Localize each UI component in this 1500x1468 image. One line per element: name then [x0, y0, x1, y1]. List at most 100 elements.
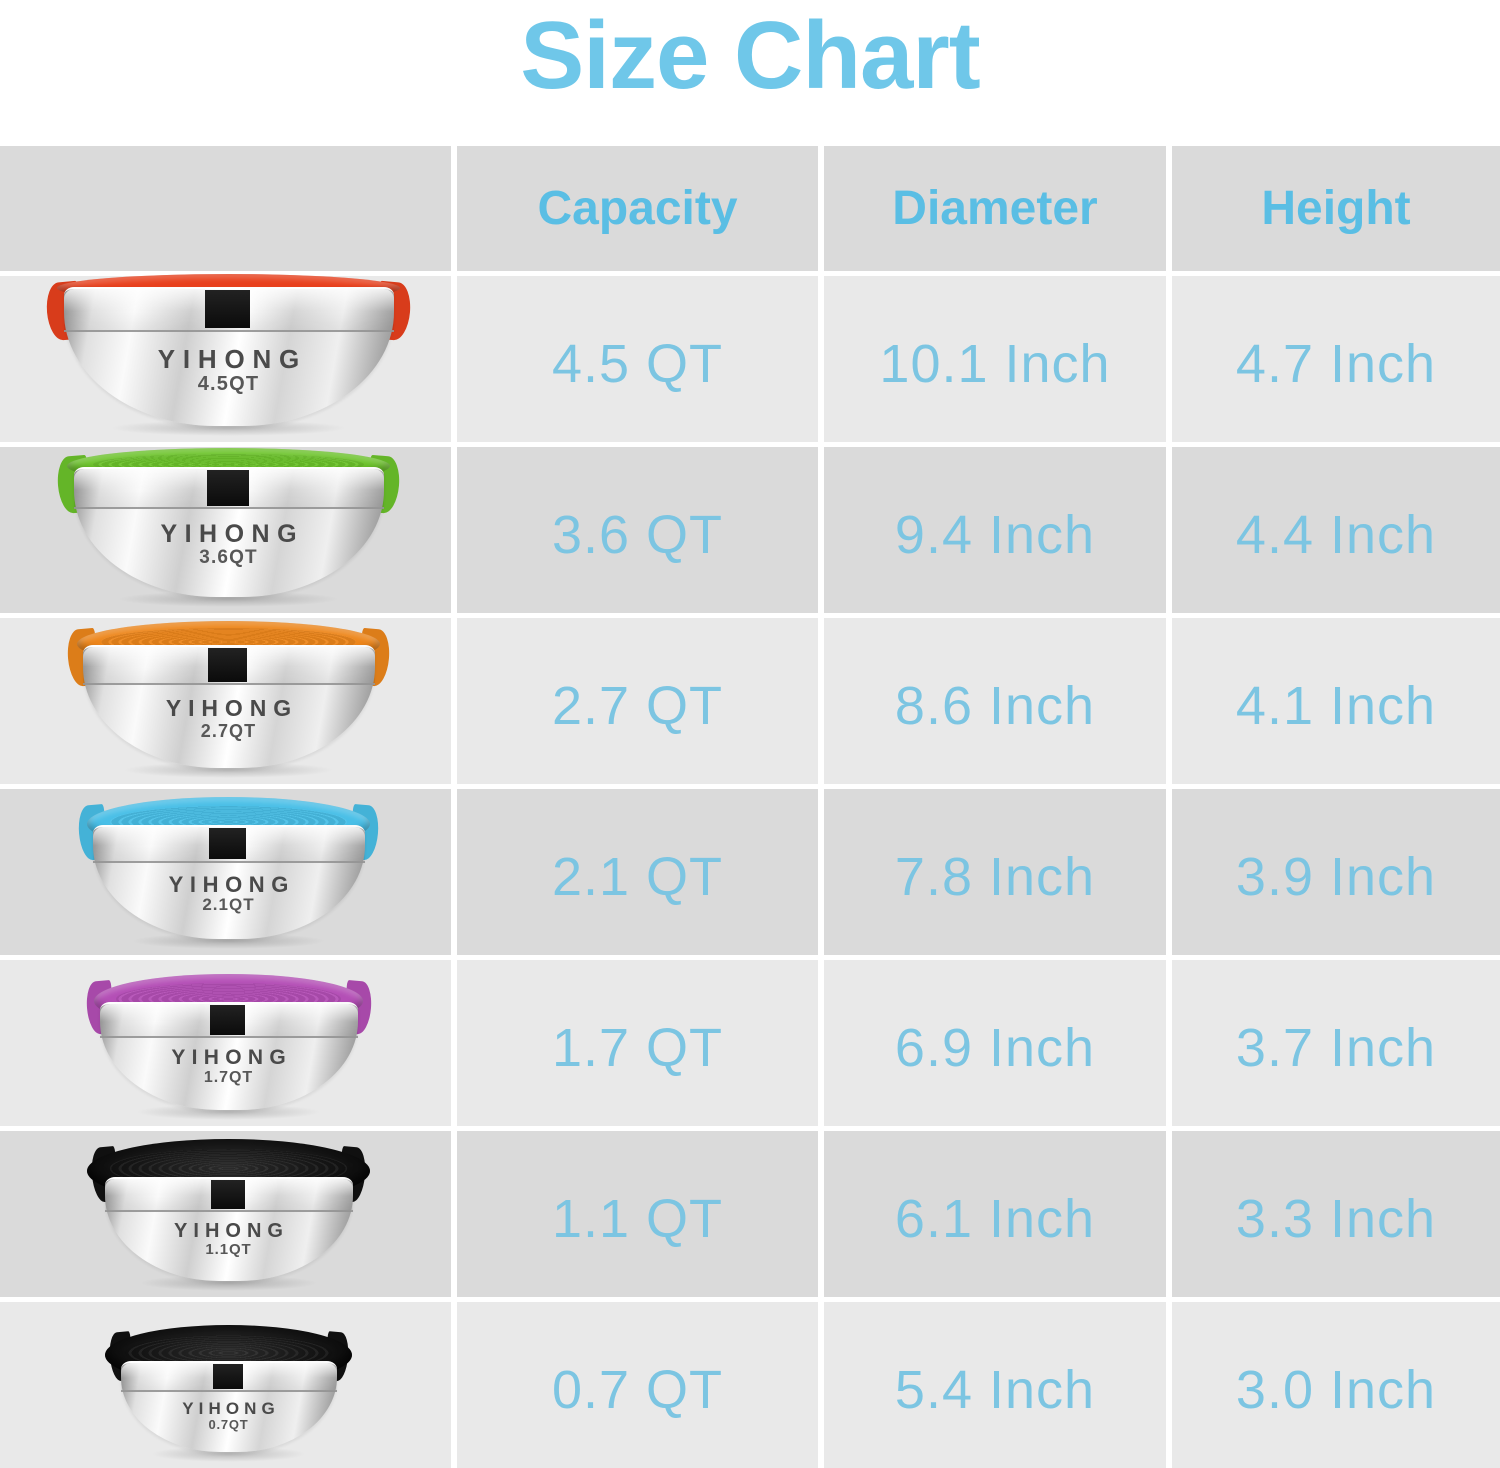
diameter-cell: 6.9 Inch	[824, 960, 1166, 1126]
diameter-value: 5.4 Inch	[894, 1360, 1096, 1420]
capacity-cell: 1.1 QT	[457, 1131, 818, 1297]
diameter-value: 6.1 Inch	[894, 1189, 1096, 1249]
bowl-illustration: YIHONG 1.7QT	[84, 974, 373, 1120]
header-cell-capacity: Capacity	[457, 146, 818, 271]
bowl-reflection	[205, 290, 250, 329]
diameter-value: 7.8 Inch	[894, 847, 1096, 907]
height-cell: 3.7 Inch	[1172, 960, 1500, 1126]
diameter-cell: 6.1 Inch	[824, 1131, 1166, 1297]
diameter-value: 9.4 Inch	[894, 505, 1096, 565]
bowl-brand-text: YIHONG	[165, 695, 299, 722]
height-value: 4.4 Inch	[1235, 505, 1437, 565]
bowl-brand-text: YIHONG	[174, 1219, 289, 1242]
bowl-image-3.6qt: YIHONG 3.6QT	[0, 447, 451, 613]
capacity-value: 2.1 QT	[551, 847, 724, 907]
diameter-cell: 8.6 Inch	[824, 618, 1166, 784]
bowl-brand-text: YIHONG	[160, 520, 305, 549]
bowl-image-2.7qt: YIHONG 2.7QT	[0, 618, 451, 784]
bowl-body: YIHONG 3.6QT	[73, 467, 384, 597]
header-cell-image	[0, 146, 451, 271]
bowl-brand-text: YIHONG	[182, 1398, 280, 1418]
bowl-size-text: 1.7QT	[203, 1068, 254, 1086]
height-cell: 4.4 Inch	[1172, 447, 1500, 613]
bowl-image-2.1qt: YIHONG 2.1QT	[0, 789, 451, 955]
bowl-image-4.5qt: YIHONG 4.5QT	[0, 274, 451, 442]
bowl-size-text: 4.5QT	[197, 372, 260, 395]
header-label-capacity: Capacity	[537, 182, 738, 235]
capacity-cell: 0.7 QT	[457, 1302, 818, 1468]
height-value: 3.9 Inch	[1235, 847, 1437, 907]
height-value: 3.3 Inch	[1235, 1189, 1437, 1249]
bowl-image-1.1qt: YIHONG 1.1QT	[0, 1131, 451, 1297]
capacity-value: 2.7 QT	[551, 676, 724, 736]
bowl-brand-text: YIHONG	[157, 343, 308, 374]
bowl-size-text: 0.7QT	[208, 1417, 249, 1433]
height-value: 4.1 Inch	[1235, 676, 1437, 736]
height-cell: 4.1 Inch	[1172, 618, 1500, 784]
bowl-body: YIHONG 2.1QT	[92, 825, 365, 939]
diameter-cell: 5.4 Inch	[824, 1302, 1166, 1468]
bowl-body: YIHONG 0.7QT	[120, 1361, 337, 1452]
capacity-cell: 4.5 QT	[457, 276, 818, 442]
bowl-size-text: 3.6QT	[199, 547, 258, 569]
bowl-shadow	[150, 1446, 307, 1462]
diameter-value: 10.1 Inch	[879, 334, 1111, 394]
diameter-value: 8.6 Inch	[894, 676, 1096, 736]
bowl-brand-text: YIHONG	[168, 871, 295, 897]
bowl-illustration: YIHONG 2.7QT	[65, 621, 392, 778]
header-label-height: Height	[1261, 182, 1411, 235]
diameter-cell: 7.8 Inch	[824, 789, 1166, 955]
capacity-value: 0.7 QT	[551, 1360, 724, 1420]
bowl-shadow	[116, 591, 341, 607]
capacity-cell: 1.7 QT	[457, 960, 818, 1126]
height-cell: 3.3 Inch	[1172, 1131, 1500, 1297]
header-cell-height: Height	[1172, 146, 1500, 271]
height-value: 3.0 Inch	[1235, 1360, 1437, 1420]
height-cell: 4.7 Inch	[1172, 276, 1500, 442]
bowl-reflection	[206, 470, 249, 506]
bowl-body: YIHONG 2.7QT	[82, 645, 375, 768]
bowl-shadow	[109, 420, 348, 436]
bowl-shadow	[130, 933, 327, 949]
bowl-body: YIHONG 1.1QT	[104, 1177, 353, 1281]
height-cell: 3.9 Inch	[1172, 789, 1500, 955]
capacity-value: 1.7 QT	[551, 1018, 724, 1078]
bowl-illustration: YIHONG 4.5QT	[44, 274, 413, 436]
bowl-size-text: 2.1QT	[202, 895, 255, 915]
page-title: Size Chart	[520, 2, 980, 109]
diameter-value: 6.9 Inch	[894, 1018, 1096, 1078]
bowl-size-text: 1.1QT	[205, 1241, 252, 1259]
capacity-cell: 3.6 QT	[457, 447, 818, 613]
bowl-image-1.7qt: YIHONG 1.7QT	[0, 960, 451, 1126]
bowl-shadow	[123, 762, 334, 778]
bowl-illustration: YIHONG 3.6QT	[55, 448, 402, 607]
bowl-reflection	[211, 1180, 245, 1209]
capacity-cell: 2.7 QT	[457, 618, 818, 784]
bowl-body: YIHONG 1.7QT	[99, 1002, 358, 1110]
bowl-shadow	[139, 1275, 318, 1291]
header-label-diameter: Diameter	[892, 182, 1098, 235]
header-cell-diameter: Diameter	[824, 146, 1166, 271]
height-value: 4.7 Inch	[1235, 334, 1437, 394]
bowl-reflection	[213, 1364, 243, 1389]
bowl-body: YIHONG 4.5QT	[63, 287, 394, 426]
capacity-value: 4.5 QT	[551, 334, 724, 394]
capacity-value: 1.1 QT	[551, 1189, 724, 1249]
height-value: 3.7 Inch	[1235, 1018, 1437, 1078]
bowl-brand-text: YIHONG	[171, 1046, 292, 1070]
bowl-illustration: YIHONG 1.1QT	[87, 1139, 370, 1291]
bowl-reflection	[209, 828, 247, 860]
bowl-reflection	[208, 648, 248, 682]
diameter-cell: 10.1 Inch	[824, 276, 1166, 442]
diameter-cell: 9.4 Inch	[824, 447, 1166, 613]
bowl-reflection	[210, 1005, 246, 1035]
capacity-cell: 2.1 QT	[457, 789, 818, 955]
bowl-size-text: 2.7QT	[200, 720, 257, 741]
size-chart-table: Capacity Diameter Height YIHONG 4.5QT 4.…	[0, 146, 1500, 1468]
height-cell: 3.0 Inch	[1172, 1302, 1500, 1468]
capacity-value: 3.6 QT	[551, 505, 724, 565]
bowl-illustration: YIHONG 0.7QT	[105, 1325, 352, 1462]
bowl-image-0.7qt: YIHONG 0.7QT	[0, 1302, 451, 1468]
bowl-illustration: YIHONG 2.1QT	[76, 797, 381, 949]
